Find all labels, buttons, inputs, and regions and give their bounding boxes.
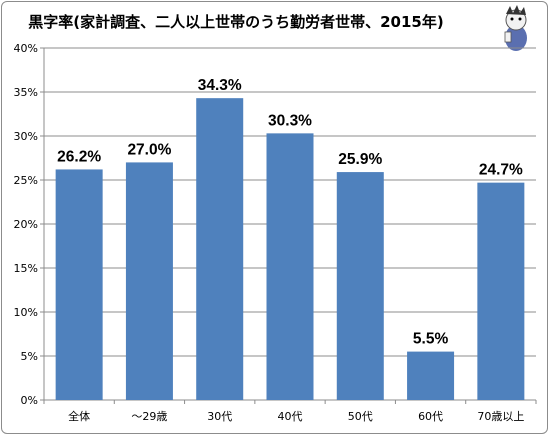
- data-label: 27.0%: [127, 141, 171, 158]
- category-label: 30代: [207, 410, 232, 423]
- y-tick-label: 25%: [14, 174, 38, 187]
- data-labels: 26.2% 27.0% 34.3% 30.3% 25.9% 5.5% 24.7%: [57, 77, 523, 347]
- y-tick-label: 20%: [14, 218, 38, 231]
- bar: [125, 162, 173, 400]
- y-tick-label: 10%: [14, 306, 38, 319]
- bar: [196, 98, 244, 400]
- y-tick-label: 35%: [14, 86, 38, 99]
- data-label: 5.5%: [413, 331, 449, 348]
- data-label: 30.3%: [268, 112, 312, 129]
- bars: [55, 98, 525, 401]
- y-tick-label: 15%: [14, 262, 38, 275]
- data-label: 25.9%: [338, 151, 382, 168]
- data-label: 34.3%: [198, 77, 242, 94]
- bar: [477, 182, 525, 400]
- data-label: 26.2%: [57, 148, 101, 165]
- y-tick-label: 40%: [14, 42, 38, 55]
- bar: [55, 169, 103, 400]
- y-tick-label: 30%: [14, 130, 38, 143]
- category-label: 40代: [278, 410, 303, 423]
- category-label: 70歳以上: [477, 410, 524, 423]
- x-axis-categories: 全体 ～29歳 30代 40代 50代 60代 70歳以上: [68, 409, 524, 423]
- bar: [407, 351, 455, 400]
- category-label: ～29歳: [131, 410, 167, 423]
- bar: [336, 172, 384, 400]
- category-label: 全体: [68, 409, 90, 423]
- y-tick-label: 0%: [21, 394, 38, 407]
- chart-title: 黒字率(家計調査、二人以上世帯のうち勤労者世帯、2015年): [28, 13, 443, 31]
- data-label: 24.7%: [479, 162, 523, 179]
- bar: [266, 133, 314, 401]
- category-label: 50代: [348, 410, 373, 423]
- y-axis-ticks: 0% 5% 10% 15% 20% 25% 30% 35% 40%: [14, 42, 38, 407]
- mascot-icon: [504, 5, 527, 51]
- y-tick-label: 5%: [21, 350, 38, 363]
- category-label: 60代: [418, 410, 443, 423]
